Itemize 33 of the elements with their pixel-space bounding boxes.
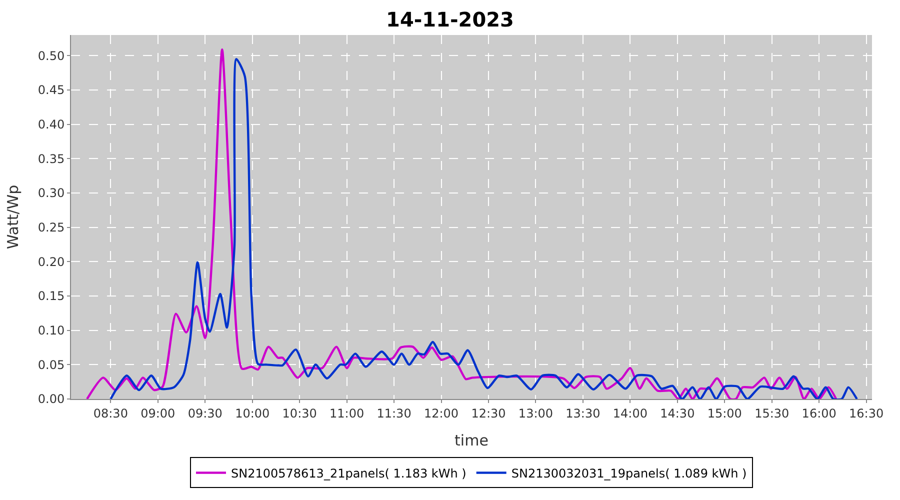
legend-label: SN2130032031_19panels( 1.089 kWh ) xyxy=(511,466,747,480)
x-tick-label: 09:00 xyxy=(140,406,176,420)
x-tick-label: 15:30 xyxy=(754,406,790,420)
x-axis-title: time xyxy=(454,431,488,450)
x-tick-label: 14:30 xyxy=(660,406,695,420)
x-tick-label: 12:30 xyxy=(471,406,506,420)
y-tick-label: 0.10 xyxy=(38,324,65,338)
x-tick-label: 09:30 xyxy=(188,406,222,420)
y-axis-title: Watt/Wp xyxy=(4,184,22,250)
y-tick-label: 0.05 xyxy=(38,358,65,372)
chart-title: 14-11-2023 xyxy=(386,8,514,32)
x-tick-label: 12:00 xyxy=(424,406,459,420)
x-tick-label: 11:00 xyxy=(330,406,364,420)
y-tick-label: 0.20 xyxy=(38,254,65,269)
y-tick-label: 0.50 xyxy=(38,48,65,63)
x-tick-label: 10:30 xyxy=(282,406,317,420)
x-tick-label: 11:30 xyxy=(376,406,412,420)
x-tick-label: 10:00 xyxy=(235,406,270,420)
y-tick-label: 0.35 xyxy=(38,152,65,166)
legend-label: SN2100578613_21panels( 1.183 kWh ) xyxy=(231,466,466,480)
y-tick-label: 0.15 xyxy=(38,289,65,304)
x-tick-label: 16:00 xyxy=(802,406,836,420)
y-tick-label: 0.00 xyxy=(38,392,65,406)
y-tick-label: 0.25 xyxy=(38,220,65,234)
x-tick-label: 15:00 xyxy=(707,406,742,420)
x-tick-label: 16:30 xyxy=(849,406,884,420)
x-tick-label: 08:30 xyxy=(93,406,128,420)
x-tick-label: 14:00 xyxy=(612,406,648,420)
y-tick-label: 0.45 xyxy=(38,83,65,98)
x-tick-label: 13:30 xyxy=(566,406,600,420)
y-tick-label: 0.40 xyxy=(38,117,65,132)
x-tick-label: 13:00 xyxy=(518,406,554,420)
y-tick-label: 0.30 xyxy=(38,186,65,200)
